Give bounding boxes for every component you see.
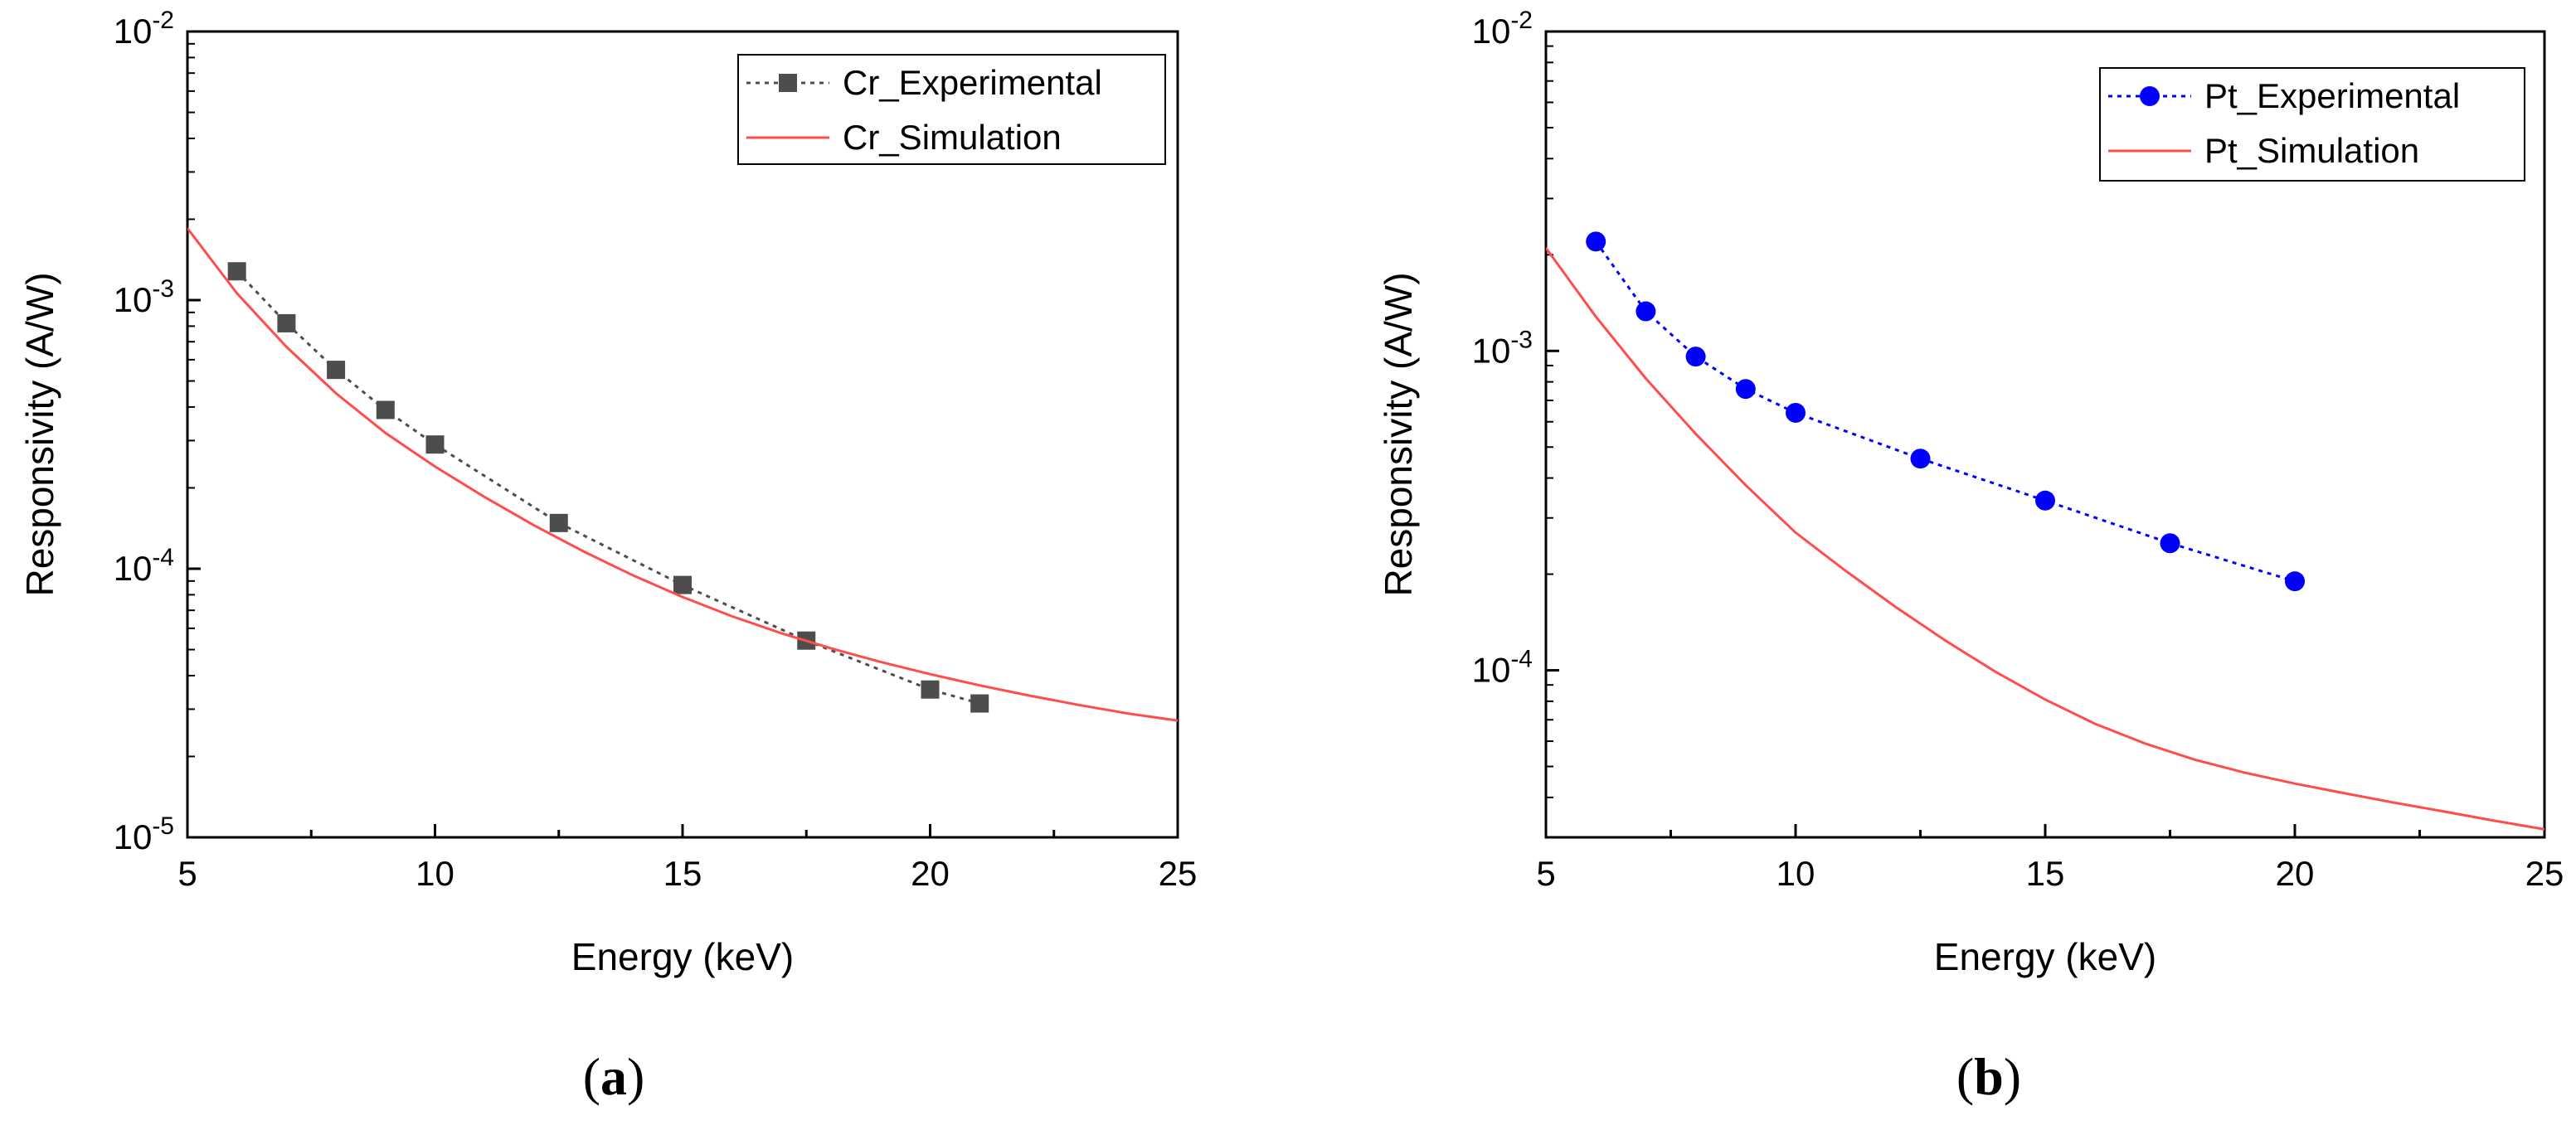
legend-label: Cr_Experimental	[843, 63, 1102, 102]
panel-label: (b)	[1956, 1047, 2021, 1106]
legend-box	[737, 54, 1166, 165]
data-point-square	[549, 513, 568, 532]
data-point-circle	[1786, 402, 1806, 423]
series-line	[236, 270, 980, 705]
data-point-square	[673, 575, 692, 594]
legend-marker-circle	[2140, 86, 2160, 106]
x-tick-label: 20	[911, 854, 950, 893]
x-tick-label: 25	[2525, 854, 2564, 893]
data-point-square	[970, 694, 989, 713]
data-point-square	[227, 262, 246, 281]
legend-label: Pt_Experimental	[2204, 76, 2460, 115]
data-point-circle	[1735, 379, 1756, 400]
y-tick-label: 10-2	[114, 7, 174, 51]
series-Cr_Simulation	[187, 227, 1178, 722]
legend-label: Pt_Simulation	[2204, 131, 2419, 170]
x-axis-title: Energy (keV)	[1934, 935, 2156, 978]
data-point-circle	[1685, 347, 1706, 367]
y-axis-title: Responsivity (A/W)	[1377, 272, 1420, 596]
data-point-circle	[1636, 301, 1656, 322]
x-tick-label: 15	[2026, 854, 2065, 893]
chart-panel-b: 5 10 15 20 25 10-4 10-3 10-2 Energy (keV) Respons…	[1377, 7, 2564, 1106]
data-point-square	[277, 313, 296, 332]
x-tick-label: 10	[416, 854, 454, 893]
y-tick-label: 10-5	[114, 812, 174, 856]
legend-marker-square	[779, 74, 797, 92]
series-Cr_Experimental	[227, 262, 989, 713]
legend: Cr_Experimental Cr_Simulation	[737, 54, 1166, 165]
y-tick-label: 10-4	[114, 544, 174, 588]
data-point-circle	[2160, 533, 2180, 554]
y-axis-title: Responsivity (A/W)	[18, 272, 61, 596]
x-tick-label: 5	[177, 854, 197, 893]
y-tick-label: 10-3	[114, 275, 174, 319]
series-Pt_Experimental	[1586, 231, 2305, 592]
legend: Pt_Experimental Pt_Simulation	[2099, 67, 2525, 182]
y-tick-label: 10-4	[1472, 646, 1533, 690]
x-tick-label: 15	[663, 854, 702, 893]
chart-panel-a: 5 10 15 20 25 10-5 10-4 10-3 10-2 Energy (keV) Res…	[18, 7, 1197, 1106]
data-point-circle	[1586, 231, 1606, 252]
x-axis-title: Energy (keV)	[571, 935, 794, 978]
data-point-circle	[2285, 571, 2305, 592]
x-tick-label: 25	[1159, 854, 1198, 893]
series-Pt_Simulation	[1546, 247, 2544, 831]
x-tick-label: 20	[2276, 854, 2315, 893]
y-tick-label: 10-3	[1472, 326, 1533, 370]
legend-box	[2099, 67, 2525, 182]
series-line	[187, 227, 1178, 722]
data-point-square	[921, 680, 940, 699]
legend-label: Cr_Simulation	[843, 118, 1062, 157]
data-point-circle	[1910, 449, 1931, 469]
series-line	[1594, 240, 2296, 583]
data-point-circle	[2035, 490, 2055, 511]
data-point-square	[376, 400, 395, 419]
x-tick-label: 5	[1536, 854, 1555, 893]
x-tick-label: 10	[1776, 854, 1815, 893]
series-line	[1546, 247, 2544, 831]
y-tick-label: 10-2	[1472, 7, 1533, 51]
panel-label: (a)	[583, 1047, 645, 1106]
data-point-square	[425, 435, 445, 454]
data-point-square	[327, 361, 346, 380]
